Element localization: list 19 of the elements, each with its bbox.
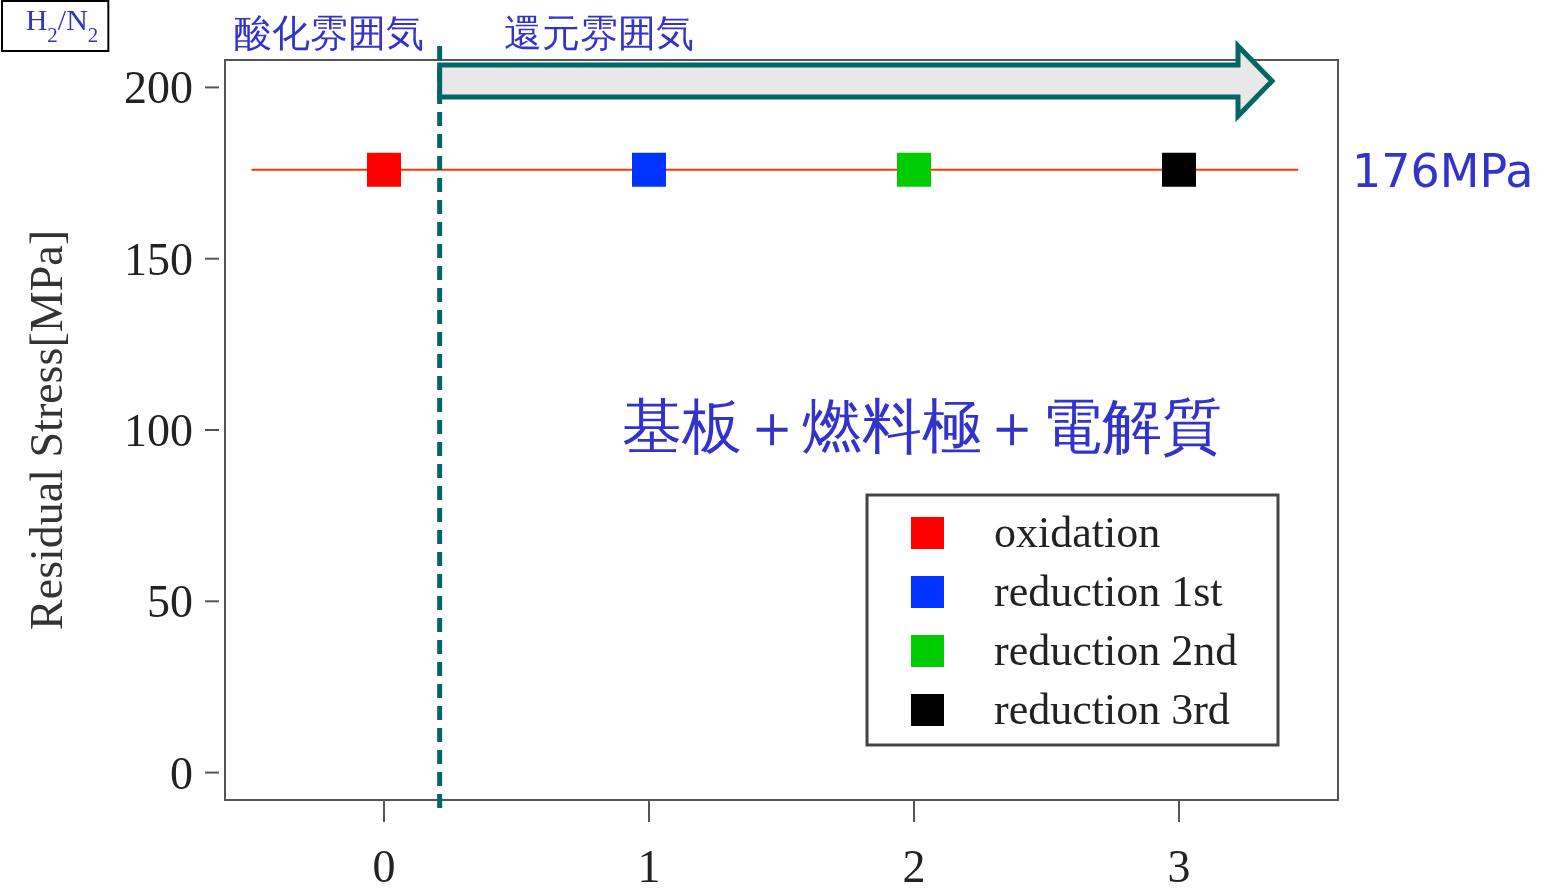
x-tick-label: 1: [637, 841, 661, 892]
y-tick-label: 0: [170, 747, 193, 799]
y-tick-label: 50: [147, 576, 193, 628]
y-tick-label: 200: [124, 62, 193, 114]
text: H$_{2}$/N$_{2}$: [25, 3, 99, 47]
y-axis-title: Residual Stress[MPa]: [21, 230, 72, 630]
legend-label: oxidation: [994, 508, 1161, 557]
text: 酸化雰囲気: [234, 11, 424, 55]
y-tick-label: 100: [124, 405, 193, 456]
ref-line-label: 176MPa: [1352, 143, 1534, 198]
x-tick-label: 3: [1167, 841, 1191, 892]
legend-label: reduction 1st: [994, 567, 1223, 616]
legend-label: reduction 3rd: [994, 685, 1230, 734]
x-tick-label: 0: [372, 841, 396, 892]
text: 還元雰囲気: [504, 11, 694, 55]
y-tick-label: 150: [124, 233, 193, 285]
annotation: 基板＋燃料極＋電解質: [622, 391, 1222, 461]
x-tick-label: 2: [902, 841, 926, 892]
legend-label: reduction 2nd: [994, 626, 1238, 675]
